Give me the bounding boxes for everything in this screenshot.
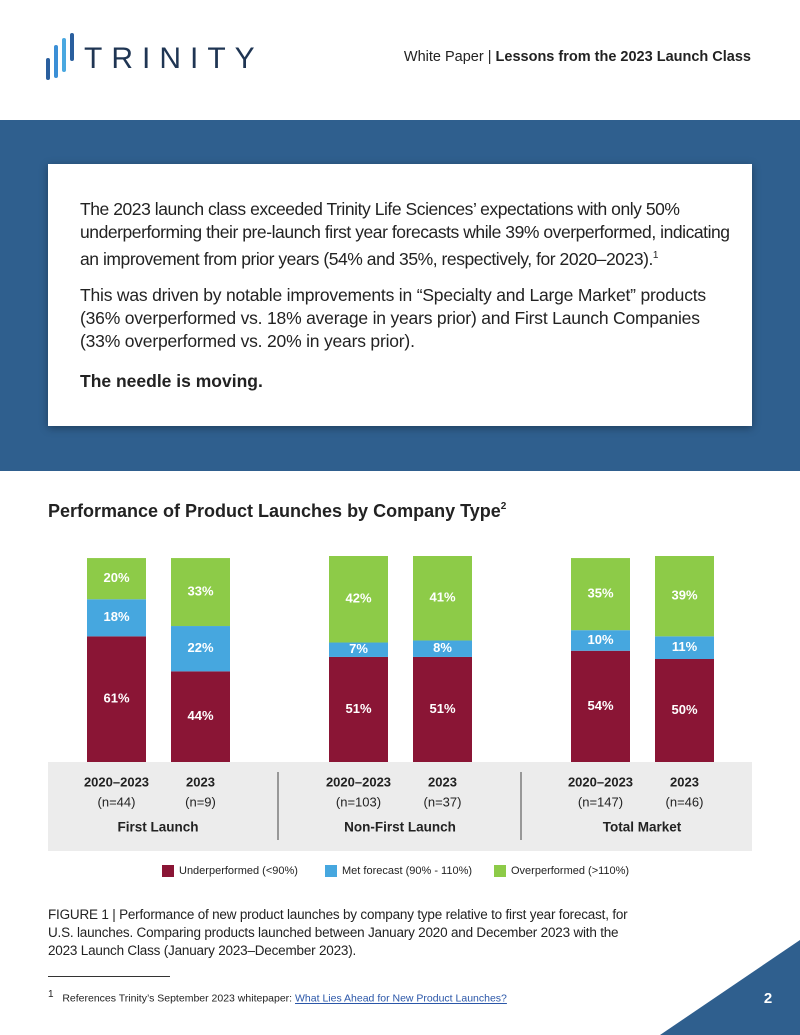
value-label: 11% — [672, 639, 698, 654]
value-label: 18% — [103, 609, 129, 624]
category-note: (n=103) — [336, 794, 381, 809]
chart-title-text: Performance of Product Launches by Compa… — [48, 501, 501, 521]
value-label: 42% — [345, 591, 371, 606]
bar-segment — [87, 558, 146, 600]
page-number: 2 — [764, 990, 772, 1007]
value-label: 33% — [187, 583, 213, 598]
value-label: 51% — [345, 701, 371, 716]
category-label: 2023 — [186, 774, 215, 789]
category-label: 2020–2023 — [84, 774, 149, 789]
footnote-link[interactable]: What Lies Ahead for New Product Launches… — [295, 992, 507, 1005]
bar-segment — [655, 659, 714, 762]
value-label: 10% — [587, 632, 613, 647]
value-label: 35% — [587, 586, 613, 601]
value-label: 50% — [671, 702, 697, 717]
value-label: 20% — [103, 570, 129, 585]
value-label: 61% — [103, 691, 129, 706]
footnote: 1 References Trinity’s September 2023 wh… — [48, 989, 507, 1005]
category-note: (n=44) — [98, 794, 136, 809]
category-note: (n=9) — [185, 794, 216, 809]
category-band — [48, 762, 752, 851]
footnote-text: References Trinity’s September 2023 whit… — [62, 992, 293, 1005]
bar-segment — [87, 636, 146, 762]
value-label: 7% — [349, 641, 368, 656]
value-label: 44% — [187, 708, 213, 723]
paragraph: The needle is moving. — [80, 371, 263, 391]
group-label: Non-First Launch — [344, 820, 456, 835]
category-label: 2020–2023 — [568, 774, 633, 789]
footnote-ref: 1 — [652, 250, 659, 261]
paragraph: The 2023 launch class exceeded Trinity L… — [80, 198, 730, 271]
bar-segment — [571, 650, 630, 762]
chart-title-note: 2 — [501, 501, 507, 512]
value-label: 51% — [429, 701, 455, 716]
doc-type: White Paper — [403, 49, 484, 65]
category-label: 2023 — [670, 774, 699, 789]
bar-segment — [171, 671, 230, 762]
corner-triangle — [660, 940, 800, 1035]
doc-title: Lessons from the 2023 Launch Class — [495, 49, 751, 65]
category-note: (n=46) — [666, 794, 704, 809]
group-label: Total Market — [603, 820, 682, 835]
value-label: 39% — [671, 588, 697, 603]
value-label: 22% — [187, 640, 213, 655]
footnote-rule — [48, 976, 170, 977]
bar-segment — [171, 626, 230, 672]
bar-segment — [329, 656, 388, 762]
group-label: First Launch — [117, 820, 198, 835]
bar-segment — [329, 556, 388, 643]
figure-caption: FIGURE 1 | Performance of new product la… — [48, 907, 628, 958]
legend-swatch — [162, 865, 174, 877]
bar-segment — [171, 558, 230, 627]
paragraph: This was driven by notable improvements … — [80, 285, 706, 351]
legend-label: Underperformed (<90%) — [179, 865, 298, 877]
bar-segment — [329, 642, 388, 657]
bar-segment — [413, 640, 472, 657]
paragraph-text: The 2023 launch class exceeded Trinity L… — [80, 199, 730, 269]
bar-segment — [655, 636, 714, 659]
category-note: (n=147) — [578, 794, 623, 809]
header-text: White Paper | Lessons from the 2023 Laun… — [404, 49, 751, 65]
legend-swatch — [325, 865, 337, 877]
bar-segment — [571, 630, 630, 651]
chart-title: Performance of Product Launches by Compa… — [48, 501, 507, 521]
logo: TRINITY — [84, 42, 264, 75]
bar-segment — [655, 556, 714, 637]
bar-segment — [413, 656, 472, 762]
category-note: (n=37) — [424, 794, 462, 809]
separator: | — [487, 49, 492, 65]
footnote-marker: 1 — [48, 989, 54, 1000]
callout: The 2023 launch class exceeded Trinity L… — [48, 164, 752, 426]
category-label: 2023 — [428, 774, 457, 789]
legend-label: Met forecast (90% - 110%) — [342, 865, 472, 877]
bar-segment — [87, 599, 146, 637]
value-label: 54% — [587, 698, 613, 713]
category-label: 2020–2023 — [326, 774, 391, 789]
legend-label: Overperformed (>110%) — [511, 865, 629, 877]
legend-swatch — [494, 865, 506, 877]
bar-segment — [571, 558, 630, 631]
bar-segment — [413, 556, 472, 641]
value-label: 41% — [429, 590, 455, 605]
value-label: 8% — [433, 640, 452, 655]
logo-icon — [46, 33, 74, 80]
